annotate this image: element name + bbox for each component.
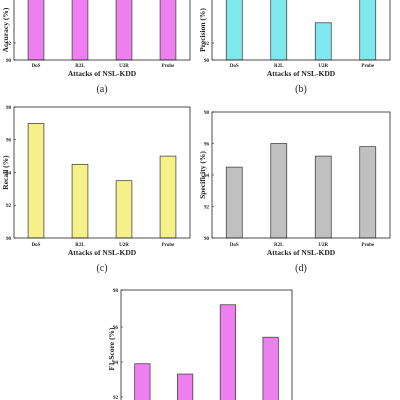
y-tick-label: 92 <box>204 205 210 210</box>
y-tick-label: 92 <box>6 42 12 47</box>
bar <box>71 0 89 61</box>
bar <box>225 0 243 61</box>
y-tick-label: 92 <box>6 204 12 209</box>
bar <box>115 0 133 61</box>
x-tick-label: DoS <box>32 64 41 69</box>
x-axis-title: Attacks of NSL-KDD <box>68 69 137 78</box>
panel-label: (d) <box>295 263 307 274</box>
x-tick-label: R2L <box>274 64 284 69</box>
x-axis-title: Attacks of NSL-KDD <box>68 248 137 257</box>
plot-frame <box>211 0 391 61</box>
x-axis-title: Attacks of NSL-KDD <box>267 248 336 257</box>
x-tick-label: DoS <box>32 243 41 248</box>
x-tick-label: Probe <box>361 243 374 248</box>
y-tick-label: 90 <box>204 237 210 242</box>
bar <box>270 143 288 239</box>
x-tick-label: R2L <box>75 243 85 248</box>
bar <box>219 304 236 400</box>
panel-label: (c) <box>96 263 107 274</box>
bar <box>270 0 288 61</box>
bar <box>27 0 45 61</box>
bar <box>225 166 243 239</box>
y-tick-label: 94 <box>6 171 12 176</box>
x-tick-label: DoS <box>230 243 239 248</box>
y-tick-label: 98 <box>204 111 210 116</box>
y-tick-label: 92 <box>113 396 119 400</box>
y-tick-label: 92 <box>204 42 210 47</box>
y-axis-title: Recall (%) <box>1 155 10 190</box>
y-tick-label: 96 <box>204 142 210 147</box>
panel-label: (b) <box>295 84 307 95</box>
y-tick-label: 90 <box>204 59 210 64</box>
y-tick-label: 98 <box>6 106 12 111</box>
x-tick-label: U2R <box>318 64 328 69</box>
x-tick-label: U2R <box>119 243 129 248</box>
y-axis-title: F1-Score (%) <box>107 327 116 370</box>
y-tick-label: 90 <box>6 237 12 242</box>
chart-panel: 92 90 DoS R2L U2R Probe Attacks of NSL-KDD Accu… <box>1 0 191 95</box>
x-tick-label: R2L <box>75 64 85 69</box>
bar <box>359 146 377 239</box>
x-tick-label: Probe <box>361 64 374 69</box>
bar <box>71 163 89 239</box>
y-axis-title: Precision (%) <box>198 8 207 52</box>
chart-panel: 98 96 94 92 F1-Score (%) <box>107 289 293 400</box>
chart-panel: 98 96 94 92 90 DoS R2L U2R Probe Attacks of NSL-K… <box>1 106 191 274</box>
x-tick-label: R2L <box>274 243 284 248</box>
x-tick-label: Probe <box>162 64 175 69</box>
bar <box>134 363 151 400</box>
x-tick-label: Probe <box>162 243 175 248</box>
chart-panel: 98 96 94 92 90 DoS R2L U2R Probe Attacks of NSL-K… <box>198 111 391 274</box>
y-tick-label: 94 <box>113 361 119 366</box>
bar <box>314 155 332 239</box>
chart-panel: 92 90 DoS R2L U2R Probe Attacks of NSL-KDD Prec… <box>198 0 391 95</box>
y-tick-label: 98 <box>113 289 119 294</box>
y-axis-title: Accuracy (%) <box>1 7 10 52</box>
bar <box>314 22 332 61</box>
y-axis-title: Specificity (%) <box>198 151 207 199</box>
bar <box>159 0 177 61</box>
y-tick-label: 96 <box>113 326 119 331</box>
plot-frame <box>120 289 293 400</box>
bar <box>115 180 133 239</box>
bar <box>262 336 279 400</box>
y-tick-label: 96 <box>6 139 12 144</box>
bar <box>159 155 177 239</box>
plot-frame <box>13 0 191 61</box>
y-tick-label: 94 <box>204 174 210 179</box>
x-tick-label: U2R <box>119 64 129 69</box>
panel-label: (a) <box>96 84 107 95</box>
y-tick-label: 90 <box>6 59 12 64</box>
bar <box>27 123 45 239</box>
x-tick-label: DoS <box>230 64 239 69</box>
bar <box>359 0 377 61</box>
bar <box>177 373 194 400</box>
x-tick-label: U2R <box>318 243 328 248</box>
x-axis-title: Attacks of NSL-KDD <box>267 69 336 78</box>
